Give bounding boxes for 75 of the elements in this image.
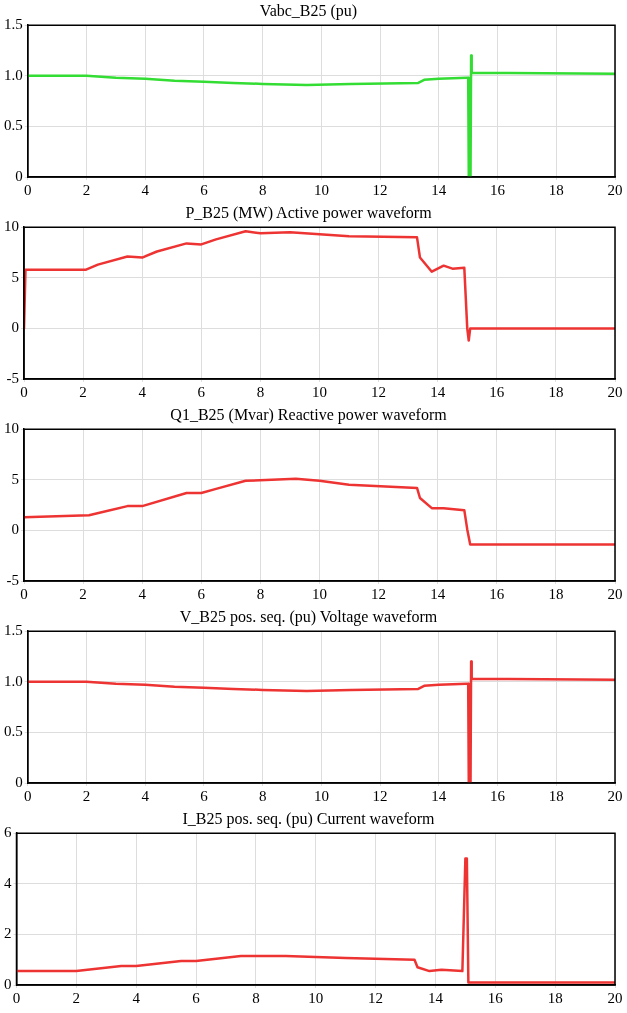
chart-title: Q1_B25 (Mvar) Reactive power waveform	[170, 405, 448, 424]
x-tick-label: 18	[548, 383, 564, 400]
y-tick-label: 0	[4, 975, 12, 992]
x-tick-label: 6	[200, 181, 209, 198]
x-tick-label: 2	[79, 383, 87, 400]
x-tick-label: 18	[548, 181, 564, 198]
y-tick-label: 1.5	[4, 622, 23, 639]
x-tick-label: 6	[192, 989, 201, 1006]
x-tick-label: 14	[431, 181, 447, 198]
y-tick-label: 4	[4, 874, 12, 891]
x-tick-label: 16	[490, 787, 506, 804]
y-tick-label: 6	[4, 824, 12, 841]
y-tick-label: 0.5	[4, 117, 23, 134]
y-tick-label: 5	[11, 470, 19, 487]
x-tick-label: 20	[607, 787, 623, 804]
x-tick-label: 14	[430, 585, 446, 602]
x-tick-label: 14	[431, 787, 447, 804]
chart-title: P_B25 (MW) Active power waveform	[185, 203, 433, 222]
x-tick-label: 6	[197, 585, 206, 602]
x-tick-label: 10	[312, 585, 327, 602]
x-tick-label: 4	[141, 181, 150, 198]
x-tick-label: 4	[132, 989, 141, 1006]
x-tick-label: 6	[200, 787, 209, 804]
x-tick-label: 12	[371, 383, 387, 400]
y-tick-label: 10	[4, 218, 19, 235]
x-tick-label: 20	[607, 181, 623, 198]
y-tick-label: 1.0	[4, 672, 23, 689]
x-tick-label: 6	[197, 383, 206, 400]
x-tick-label: 12	[371, 585, 387, 602]
x-tick-label: 8	[256, 383, 265, 400]
x-tick-label: 8	[258, 787, 267, 804]
x-tick-label: 16	[487, 989, 504, 1006]
x-tick-label: 14	[427, 989, 444, 1006]
x-tick-label: 4	[138, 585, 147, 602]
y-tick-label: 5	[11, 268, 19, 285]
x-tick-label: 10	[312, 383, 327, 400]
y-tick-label: 1.0	[4, 66, 23, 83]
x-tick-label: 2	[72, 989, 81, 1006]
y-tick-label: 1.5	[4, 16, 23, 33]
x-tick-label: 18	[548, 585, 564, 602]
x-tick-label: 12	[372, 787, 388, 804]
x-tick-label: 18	[547, 989, 563, 1006]
x-tick-label: 12	[368, 989, 384, 1006]
y-tick-label: 0	[15, 167, 23, 184]
x-tick-label: 2	[79, 585, 87, 602]
x-tick-label: 8	[258, 181, 267, 198]
chart-title: Vabc_B25 (pu)	[259, 1, 358, 20]
x-tick-label: 20	[607, 585, 623, 602]
y-tick-label: 0	[11, 521, 19, 538]
x-tick-label: 16	[489, 383, 505, 400]
x-tick-label: 8	[256, 585, 265, 602]
y-tick-label: -5	[6, 571, 19, 588]
x-tick-label: 16	[490, 181, 506, 198]
x-tick-label: 4	[138, 383, 147, 400]
y-tick-label: 2	[4, 925, 12, 942]
chart-title: I_B25 pos. seq. (pu) Current waveform	[182, 809, 436, 828]
y-tick-label: 0	[15, 773, 23, 790]
x-tick-label: 2	[82, 181, 91, 198]
x-tick-label: 10	[313, 181, 329, 198]
x-tick-label: 18	[548, 787, 564, 804]
x-tick-label: 2	[82, 787, 91, 804]
x-tick-label: 4	[141, 787, 150, 804]
y-tick-label: 0.5	[4, 723, 23, 740]
y-tick-label: 0	[11, 319, 19, 336]
x-tick-label: 16	[489, 585, 505, 602]
x-tick-label: 20	[607, 989, 623, 1006]
x-tick-label: 10	[308, 989, 324, 1006]
chart-title: V_B25 pos. seq. (pu) Voltage waveform	[179, 607, 438, 626]
x-tick-label: 12	[372, 181, 388, 198]
x-tick-label: 10	[313, 787, 329, 804]
y-tick-label: 10	[4, 420, 19, 437]
x-tick-label: 14	[430, 383, 446, 400]
y-tick-label: -5	[6, 369, 19, 386]
x-tick-label: 20	[607, 383, 623, 400]
x-tick-label: 8	[252, 989, 260, 1006]
